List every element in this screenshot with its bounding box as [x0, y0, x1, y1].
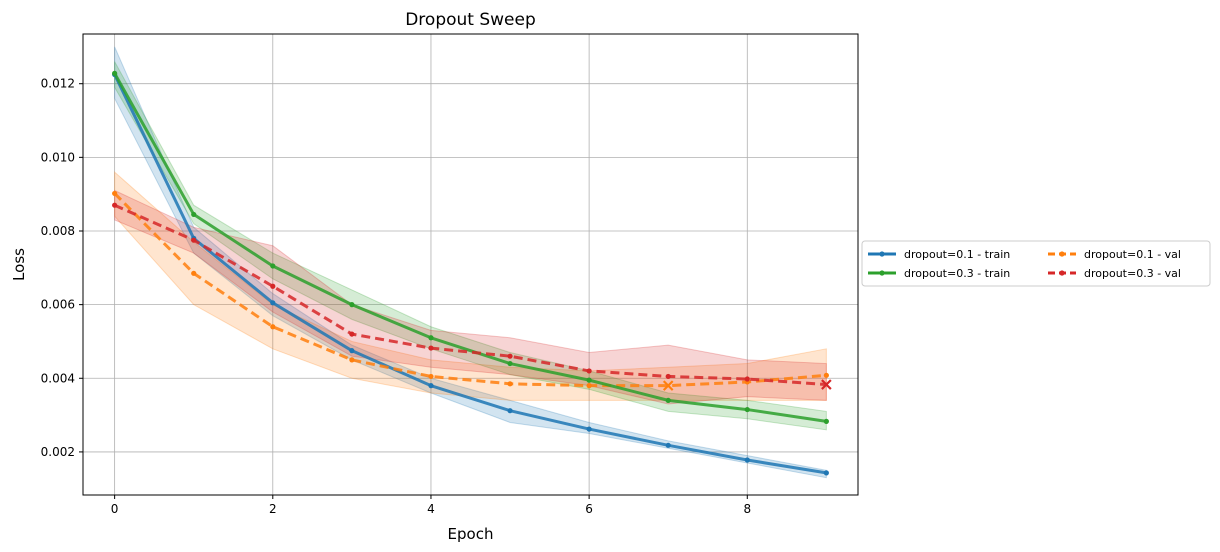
line-series-0	[113, 73, 827, 475]
point-series-0	[744, 457, 750, 463]
point-series-2	[191, 211, 197, 218]
point-series-1	[823, 372, 829, 378]
point-series-3	[665, 373, 671, 380]
y-tick-label: 0.012	[41, 77, 75, 91]
legend-swatch-marker	[1059, 270, 1065, 276]
point-series-0	[428, 383, 434, 389]
x-tick-label: 6	[585, 502, 593, 516]
series-lines	[112, 70, 832, 476]
point-series-3	[428, 345, 434, 351]
point-series-0	[823, 470, 829, 476]
point-series-0	[665, 442, 671, 448]
point-series-3	[191, 237, 197, 243]
confidence-bands	[114, 46, 827, 479]
legend-swatch-marker	[879, 251, 885, 257]
y-tick-label: 0.008	[41, 224, 75, 238]
legend-swatch-marker	[1059, 251, 1065, 257]
y-tick-label: 0.002	[41, 445, 75, 459]
y-tick-label: 0.004	[41, 371, 75, 385]
legend-item-0: dropout=0.1 - train	[868, 248, 1010, 261]
point-series-2	[428, 335, 434, 341]
point-series-0	[349, 348, 355, 354]
point-series-2	[349, 302, 355, 308]
legend-label: dropout=0.3 - train	[904, 267, 1010, 280]
best-marker-series-3	[821, 379, 832, 390]
point-series-1	[428, 373, 434, 380]
legend-item-2: dropout=0.3 - train	[868, 267, 1010, 280]
best-marker-series-1	[662, 380, 674, 391]
point-series-3	[744, 376, 750, 382]
x-tick-label: 8	[743, 502, 751, 516]
point-series-2	[665, 397, 671, 403]
legend: dropout=0.1 - train dropout=0.3 - train dr…	[861, 240, 1211, 287]
point-series-0	[270, 300, 276, 306]
band-series-0	[114, 46, 827, 479]
point-series-3	[586, 368, 592, 374]
legend-swatch-marker	[879, 270, 885, 276]
line-series-1	[113, 192, 827, 388]
point-series-2	[586, 377, 592, 383]
legend-item-1: dropout=0.1 - val	[1048, 248, 1181, 261]
point-series-1	[507, 381, 513, 387]
point-series-3	[112, 202, 118, 208]
point-series-3	[507, 353, 513, 359]
point-series-2	[507, 360, 513, 367]
point-series-0	[586, 426, 592, 432]
y-tick-label: 0.010	[41, 150, 75, 164]
x-axis-label: Epoch	[448, 525, 494, 543]
y-tick-label: 0.006	[41, 298, 75, 312]
point-series-2	[112, 70, 118, 76]
x-tick-label: 2	[269, 502, 277, 516]
line-series-3	[114, 203, 827, 387]
band-series-1	[114, 170, 827, 401]
point-series-3	[349, 331, 355, 337]
line-series-2	[113, 72, 827, 423]
point-series-1	[586, 383, 592, 389]
band-series-3	[114, 189, 827, 405]
point-series-2	[270, 263, 276, 269]
point-series-1	[270, 324, 276, 330]
x-tick-label: 4	[427, 502, 435, 516]
point-series-1	[191, 270, 197, 276]
legend-label: dropout=0.1 - val	[1084, 248, 1181, 261]
chart-title: Dropout Sweep	[405, 10, 536, 30]
point-series-2	[744, 406, 750, 413]
point-series-3	[270, 283, 276, 289]
axis-ticks: 0 2 4 6 8 0.002 0.004 0.006 0.008 0.010 0.012	[41, 77, 751, 516]
x-tick-label: 0	[111, 502, 119, 516]
y-axis-label: Loss	[10, 248, 28, 281]
point-series-1	[112, 190, 118, 197]
point-series-0	[507, 408, 513, 414]
axes-frame	[82, 33, 859, 496]
point-series-2	[823, 418, 829, 424]
legend-box	[861, 240, 1211, 287]
band-series-2	[114, 61, 827, 431]
legend-item-3: dropout=0.3 - val	[1048, 267, 1181, 280]
point-series-1	[349, 357, 355, 363]
legend-label: dropout=0.1 - train	[904, 248, 1010, 261]
legend-label: dropout=0.3 - val	[1084, 267, 1181, 280]
